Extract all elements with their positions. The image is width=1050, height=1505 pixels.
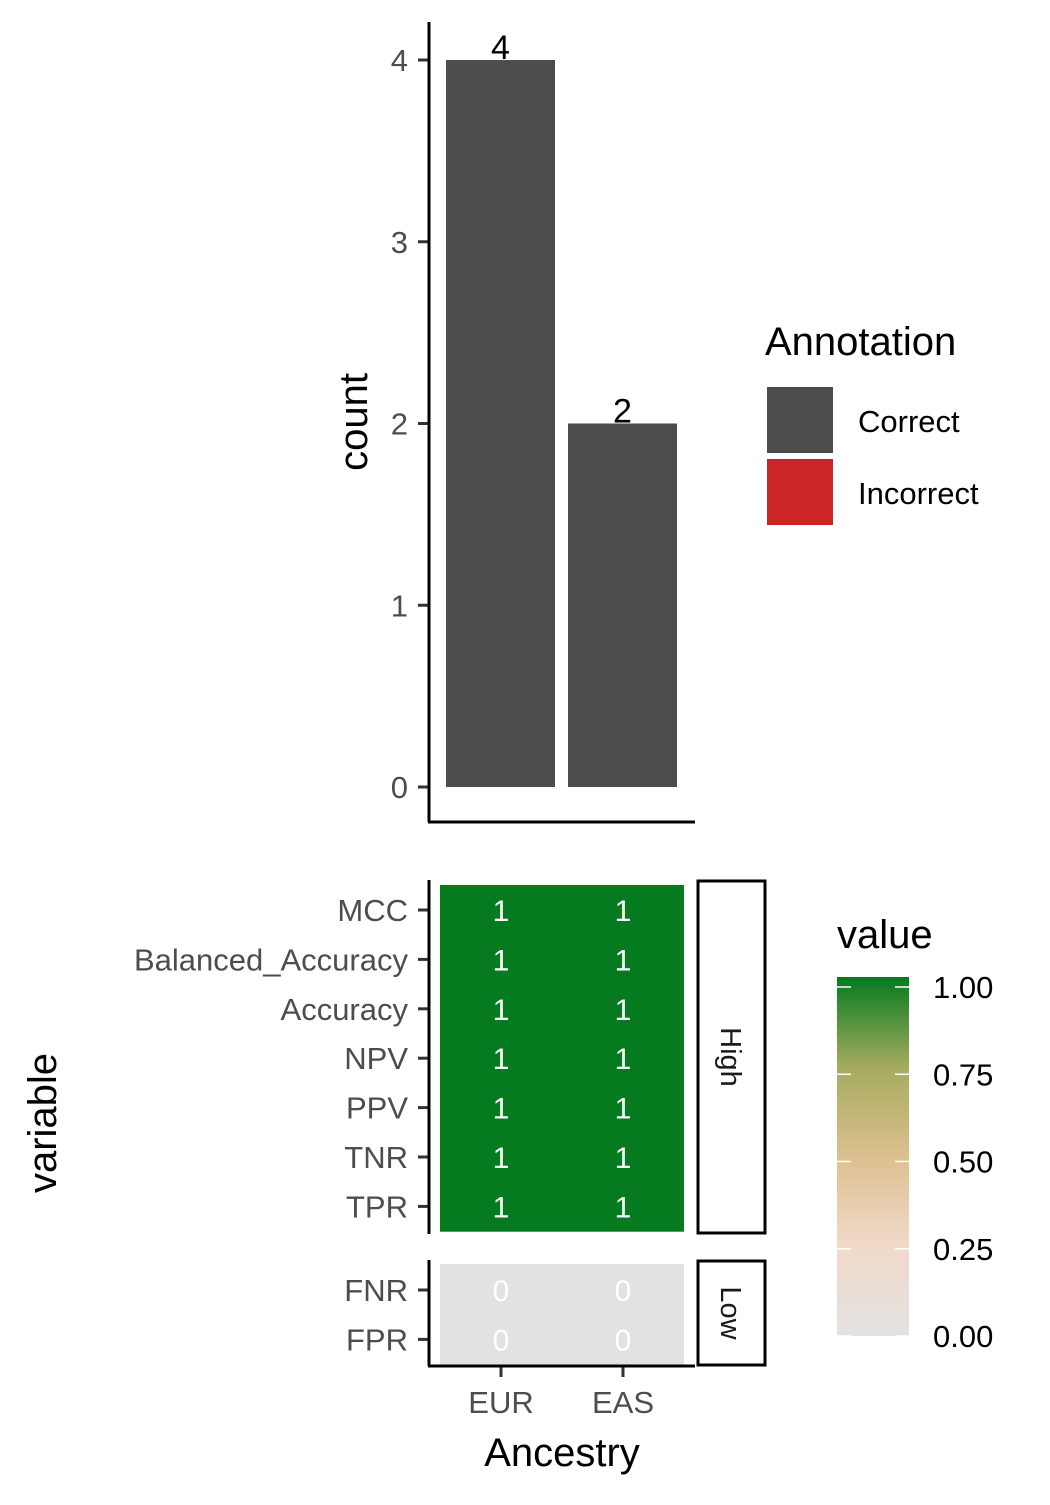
legend-label-incorrect: Incorrect: [858, 476, 979, 511]
bar-y-tick-label: 0: [391, 770, 408, 805]
heatmap-cell-label: 0: [615, 1275, 632, 1308]
heatmap-row-label-tnr: TNR: [344, 1140, 408, 1175]
heatmap-cell-tnr-eas: [562, 1132, 684, 1183]
heatmap-cell-label: 1: [493, 1043, 510, 1076]
bar-eas-correct: [568, 423, 677, 787]
heatmap-cell-label: 1: [493, 944, 510, 977]
heatmap-cell-tnr-eur: [440, 1132, 562, 1183]
facet-strip-label: Low: [714, 1286, 746, 1340]
heatmap-row-label-accuracy: Accuracy: [281, 992, 409, 1027]
heatmap-cell-accuracy-eur: [440, 984, 562, 1035]
bar-y-tick-label: 3: [391, 225, 408, 260]
heatmap-x-ticks: EUR EAS: [468, 1366, 654, 1420]
heatmap-cell-label: 1: [493, 895, 510, 928]
colorbar-tick-label: 0.50: [933, 1145, 993, 1180]
bar-y-tick-label: 2: [391, 407, 408, 442]
heatmap-cell-label: 1: [615, 1142, 632, 1175]
heatmap-cell-label: 1: [615, 895, 632, 928]
colorbar-gradient: [837, 977, 909, 1336]
heatmap-cell-label: 1: [493, 1093, 510, 1126]
facet-strip-high: [696, 879, 767, 1235]
heatmap-x-tick-label-eas: EAS: [592, 1385, 654, 1420]
facet-strip-low: [696, 1259, 767, 1367]
heatmap-panel: 1 1 1 1 1 1 1 1 1 1 1 1 1 1 0 0 0 0 MCC Balanced_Accuracy A…: [21, 879, 767, 1475]
heatmap-cell-label: 1: [493, 994, 510, 1027]
bar-data-label: 2: [613, 393, 632, 431]
heatmap-row-label-mcc: MCC: [337, 893, 408, 928]
heatmap-facet-strips: High Low: [696, 879, 767, 1367]
heatmap-row-label-fnr: FNR: [344, 1273, 408, 1308]
heatmap-cell-tpr-eas: [562, 1181, 684, 1232]
heatmap-cell-balanced_accuracy-eur: [440, 934, 562, 985]
value-colorbar: value 0.00 0.25 0.50 0.75 1.00: [837, 913, 993, 1354]
legend-title: Annotation: [765, 320, 956, 364]
heatmap-cell-ppv-eas: [562, 1082, 684, 1133]
heatmap-cell-fnr-eur: [440, 1264, 562, 1316]
colorbar-tick-label: 0.00: [933, 1319, 993, 1354]
colorbar-tick-label: 1.00: [933, 970, 993, 1005]
bar-data-label: 4: [491, 29, 510, 67]
heatmap-row-label-tpr: TPR: [346, 1189, 408, 1224]
heatmap-cell-label: 1: [615, 1043, 632, 1076]
bar-y-tick-label: 4: [391, 43, 408, 78]
bar-y-ticks: 0 1 2 3 4: [391, 43, 429, 805]
heatmap-cell-mcc-eas: [562, 885, 684, 936]
bar-eur-correct: [446, 60, 555, 787]
legend-key-incorrect: [767, 459, 833, 525]
heatmap-y-axis-title: variable: [21, 1053, 65, 1193]
heatmap-cell-ppv-eur: [440, 1082, 562, 1133]
heatmap-row-label-ppv: PPV: [346, 1091, 408, 1126]
heatmap-cell-label: 1: [493, 1191, 510, 1224]
heatmap-x-axis-title: Ancestry: [484, 1431, 640, 1475]
legend-key-correct: [767, 387, 833, 453]
bar-data-labels: 42: [491, 29, 632, 431]
heatmap-cell-npv-eur: [440, 1033, 562, 1084]
heatmap-cell-label: 1: [615, 1191, 632, 1224]
bar-series: [446, 60, 677, 787]
colorbar-tick-label: 0.75: [933, 1057, 993, 1092]
colorbar-tick-label: 0.25: [933, 1232, 993, 1267]
heatmap-cell-label: 0: [493, 1324, 510, 1357]
heatmap-cell-label: 1: [493, 1142, 510, 1175]
heatmap-cell-label: 1: [615, 944, 632, 977]
bar-y-axis-title: count: [332, 373, 376, 471]
heatmap-cell-fpr-eur: [440, 1314, 562, 1365]
heatmap-cell-fnr-eas: [562, 1264, 684, 1316]
heatmap-cells: 1 1 1 1 1 1 1 1 1 1 1 1 1 1 0 0 0 0: [440, 885, 684, 1365]
heatmap-cell-accuracy-eas: [562, 984, 684, 1035]
heatmap-row-label-fpr: FPR: [346, 1322, 408, 1357]
heatmap-cell-mcc-eur: [440, 885, 562, 936]
bar-y-tick-label: 1: [391, 588, 408, 623]
heatmap-cell-fpr-eas: [562, 1314, 684, 1365]
heatmap-cell-label: 0: [493, 1275, 510, 1308]
heatmap-row-label-npv: NPV: [344, 1041, 408, 1076]
heatmap-row-label-balanced_accuracy: Balanced_Accuracy: [134, 942, 408, 977]
heatmap-cell-tpr-eur: [440, 1181, 562, 1232]
heatmap-row-ticks: MCC Balanced_Accuracy Accuracy NPV PPV TNR TPR…: [134, 893, 429, 1357]
heatmap-cell-balanced_accuracy-eas: [562, 934, 684, 985]
facet-strip-label: High: [714, 1027, 746, 1087]
heatmap-cell-label: 1: [615, 1093, 632, 1126]
heatmap-cell-label: 0: [615, 1324, 632, 1357]
heatmap-x-tick-label-eur: EUR: [468, 1385, 533, 1420]
heatmap-cell-label: 1: [615, 994, 632, 1027]
colorbar-title: value: [837, 913, 933, 957]
heatmap-cell-npv-eas: [562, 1033, 684, 1084]
colorbar-ticks: 0.00 0.25 0.50 0.75 1.00: [837, 970, 993, 1354]
legend-label-correct: Correct: [858, 404, 960, 439]
annotation-legend: Annotation Correct Incorrect: [765, 320, 979, 525]
